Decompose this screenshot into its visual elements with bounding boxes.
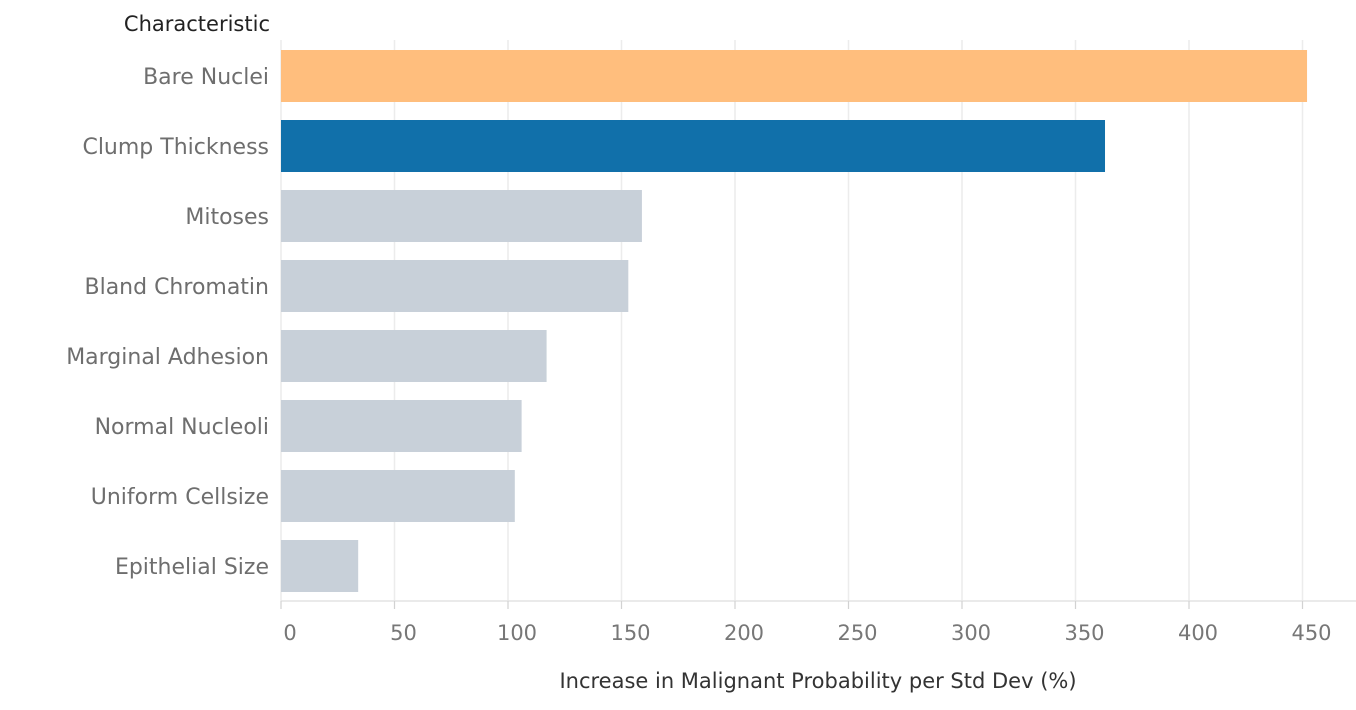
x-tick-label: 400	[1178, 621, 1218, 645]
bar-epithelial-size[interactable]	[281, 540, 359, 592]
category-label: Epithelial Size	[115, 555, 269, 580]
category-label: Mitoses	[185, 205, 269, 230]
category-label: Clump Thickness	[82, 135, 269, 160]
x-tick-label: 450	[1291, 621, 1331, 645]
category-label: Bland Chromatin	[84, 275, 269, 300]
bar-bare-nuclei[interactable]	[281, 50, 1308, 102]
x-tick-label: 250	[837, 621, 877, 645]
category-labels: Bare Nuclei Clump Thickness Mitoses Bland C…	[66, 65, 269, 580]
x-axis-title: Increase in Malignant Probability per St…	[559, 669, 1076, 693]
category-label: Normal Nucleoli	[95, 415, 269, 440]
x-tick-label: 100	[497, 621, 537, 645]
x-tick-label: 150	[610, 621, 650, 645]
x-tick-label: 200	[724, 621, 764, 645]
bar-normal-nucleoli[interactable]	[281, 400, 522, 452]
category-label: Uniform Cellsize	[91, 485, 269, 510]
category-label: Bare Nuclei	[143, 65, 269, 90]
x-tick-label: 50	[390, 621, 417, 645]
bars	[281, 50, 1308, 592]
x-tick-label: 300	[951, 621, 991, 645]
bar-bland-chromatin[interactable]	[281, 260, 629, 312]
bar-uniform-cellsize[interactable]	[281, 470, 515, 522]
x-tick-label: 0	[283, 621, 296, 645]
bar-marginal-adhesion[interactable]	[281, 330, 547, 382]
x-tick-label: 350	[1064, 621, 1104, 645]
x-tick-labels: 0 50 100 150 200 250 300 350 400 450	[280, 601, 1332, 645]
bar-mitoses[interactable]	[281, 190, 642, 242]
row-header: Characteristic	[124, 12, 270, 36]
bar-clump-thickness[interactable]	[281, 120, 1106, 172]
category-label: Marginal Adhesion	[66, 345, 269, 370]
